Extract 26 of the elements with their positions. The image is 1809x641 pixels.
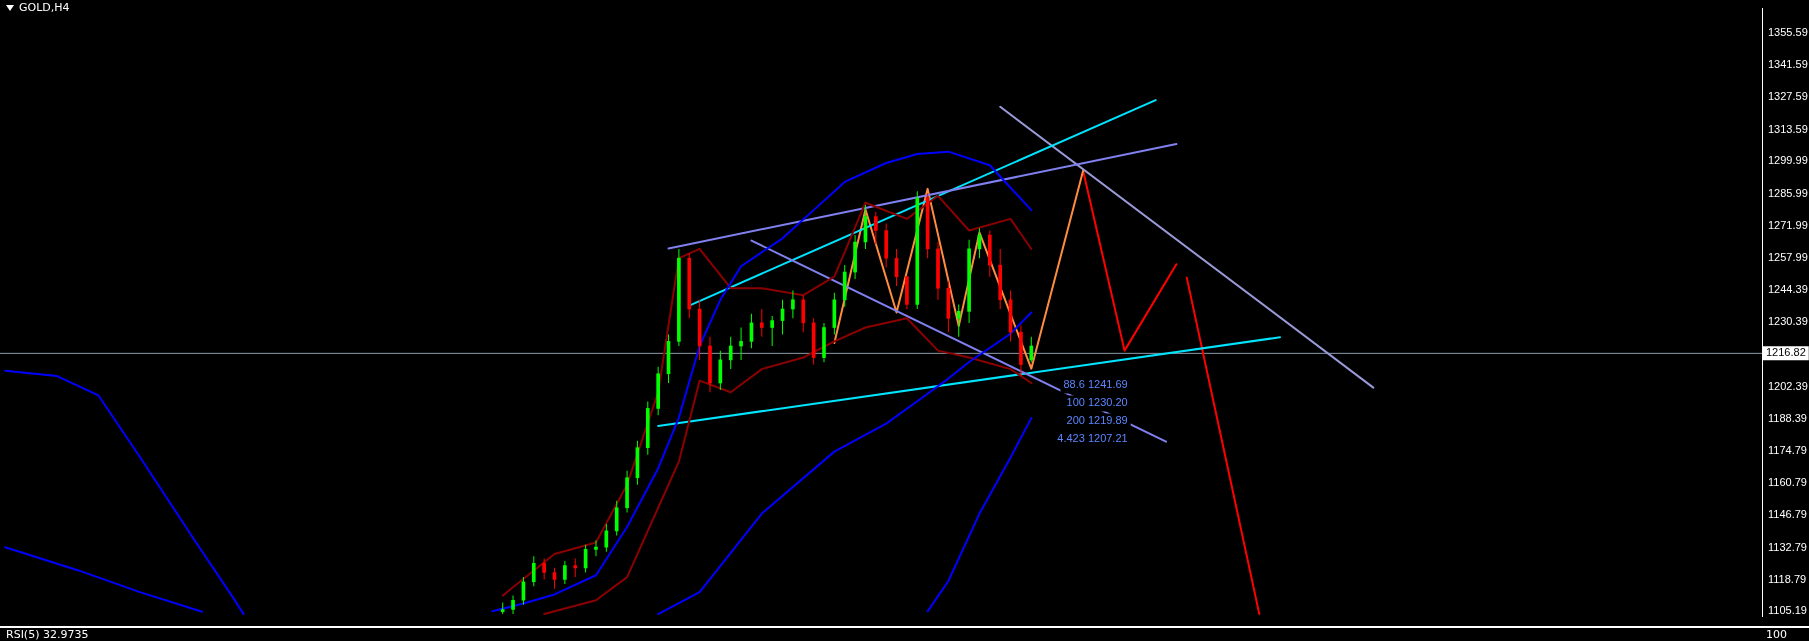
y-tick-label: 1341.59 — [1768, 58, 1808, 71]
y-tick-label: 1160.79 — [1768, 475, 1807, 488]
y-tick-label: 1244.39 — [1768, 282, 1808, 295]
y-tick-label: 1132.79 — [1768, 540, 1807, 553]
annotation: 88.6 1241.69 — [1063, 378, 1128, 391]
annotation: 200 1219.89 — [1066, 414, 1128, 427]
y-tick-label: 1202.39 — [1768, 379, 1808, 392]
annotation: 100 1230.20 — [1066, 396, 1128, 409]
y-tick-label: 1146.79 — [1768, 508, 1807, 521]
y-tick-label: 1299.99 — [1768, 154, 1808, 167]
y-tick-label: 1188.39 — [1768, 412, 1807, 425]
chart-title: GOLD,H4 — [19, 1, 70, 14]
annotation: 4.423 1207.21 — [1057, 432, 1128, 445]
y-tick-label: 1230.39 — [1768, 315, 1808, 328]
y-tick-label: 1118.79 — [1768, 572, 1807, 585]
y-tick-label: 1313.59 — [1768, 122, 1808, 135]
ref-line-label: 1216.82 — [1766, 346, 1806, 359]
text: 100 — [1766, 628, 1787, 641]
text: RSI(5) 32.9735 — [6, 628, 89, 641]
y-tick-label: 1105.19 — [1768, 604, 1807, 617]
y-tick-label: 1257.99 — [1768, 251, 1808, 264]
y-tick-label: 1271.99 — [1768, 218, 1808, 231]
y-tick-label: 1355.59 — [1768, 25, 1808, 38]
y-tick-label: 1327.59 — [1768, 90, 1808, 103]
y-tick-label: 1285.99 — [1768, 186, 1808, 199]
y-tick-label: 1174.79 — [1768, 443, 1807, 456]
